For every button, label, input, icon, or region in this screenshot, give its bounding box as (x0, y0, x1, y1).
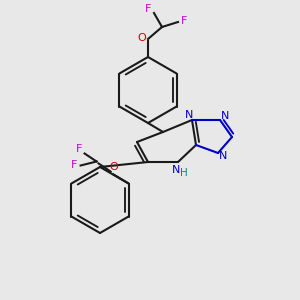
Text: N: N (185, 110, 193, 120)
Text: N: N (219, 151, 227, 161)
Text: N: N (172, 165, 180, 175)
Text: F: F (181, 16, 187, 26)
Text: F: F (75, 145, 82, 154)
Text: N: N (221, 111, 229, 121)
Text: F: F (70, 160, 77, 170)
Text: O: O (109, 161, 118, 172)
Text: H: H (180, 168, 188, 178)
Text: F: F (145, 4, 151, 14)
Text: O: O (138, 33, 146, 43)
